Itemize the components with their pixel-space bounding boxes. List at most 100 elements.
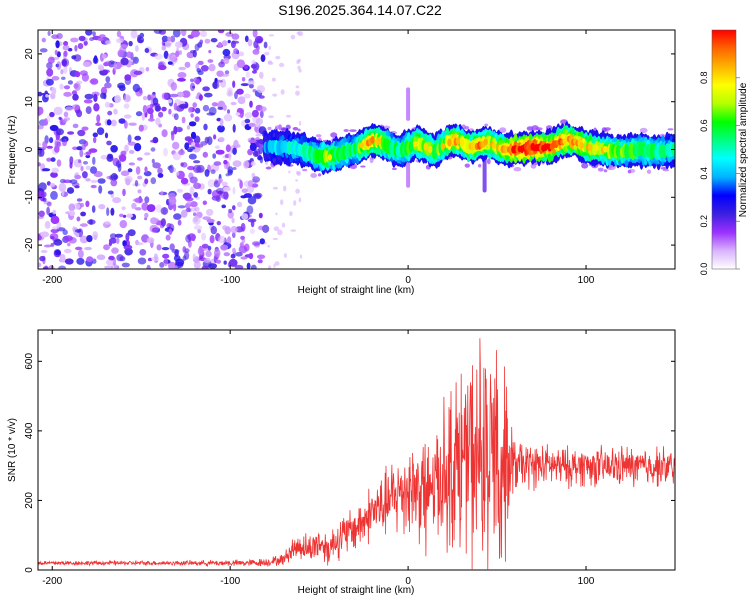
- noise-blob: [150, 147, 156, 152]
- ridge-halo: [499, 127, 507, 133]
- noise-blob: [167, 61, 173, 65]
- noise-blob: [105, 40, 112, 45]
- noise-blob: [71, 55, 77, 60]
- noise-blob: [223, 186, 231, 192]
- noise-blob: [297, 31, 304, 37]
- noise-blob: [248, 139, 257, 143]
- noise-blob: [247, 80, 255, 85]
- colorbar-ticks: 0.0 0.2 0.4 0.6 0.8: [699, 72, 740, 275]
- noise-blob: [246, 186, 255, 194]
- noise-blob: [128, 40, 133, 47]
- noise-blob: [250, 64, 257, 69]
- noise-blob: [134, 180, 139, 187]
- noise-blob: [228, 208, 233, 214]
- noise-blob: [221, 181, 228, 187]
- noise-blob: [175, 171, 180, 176]
- noise-blob: [208, 263, 218, 269]
- noise-blob: [142, 105, 148, 114]
- noise-blob: [176, 188, 183, 193]
- noise-blob: [120, 170, 130, 177]
- noise-blob: [260, 54, 266, 62]
- noise-blob: [273, 263, 276, 268]
- noise-blob: [169, 164, 174, 174]
- noise-blob: [298, 68, 302, 73]
- noise-blob: [76, 216, 81, 222]
- noise-blob: [278, 62, 285, 68]
- noise-blob: [145, 67, 150, 72]
- noise-blob: [56, 159, 62, 167]
- noise-blob: [187, 200, 192, 205]
- noise-blob: [202, 86, 210, 92]
- noise-blob: [82, 61, 91, 67]
- noise-blob: [204, 169, 210, 177]
- noise-blob: [255, 123, 259, 127]
- noise-blob: [206, 218, 215, 223]
- noise-blob: [120, 150, 127, 156]
- noise-blob: [126, 51, 133, 58]
- noise-blob: [195, 78, 201, 85]
- noise-blob: [74, 229, 82, 233]
- noise-blob: [111, 119, 117, 127]
- noise-blob: [275, 55, 281, 60]
- x-tick-label: 100: [578, 275, 595, 286]
- noise-blob: [92, 56, 99, 64]
- noise-blob: [104, 101, 111, 108]
- noise-blob: [172, 30, 181, 38]
- noise-blob: [96, 127, 105, 135]
- x-tick-label: -200: [42, 275, 62, 286]
- noise-blob: [226, 87, 233, 94]
- noise-blob: [150, 177, 157, 185]
- noise-blob: [38, 182, 47, 191]
- snr-x-axis-label: Height of straight line (km): [298, 585, 415, 596]
- noise-blob: [255, 133, 262, 137]
- noise-blob: [195, 142, 200, 148]
- noise-blob: [190, 113, 194, 118]
- ridge-halo: [667, 128, 674, 131]
- noise-blob: [259, 71, 264, 79]
- noise-blob: [252, 176, 260, 183]
- noise-blob: [248, 83, 254, 89]
- noise-blob: [103, 244, 110, 251]
- noise-blob: [80, 165, 84, 172]
- noise-blob: [110, 179, 118, 187]
- noise-blob: [141, 202, 149, 211]
- noise-blob: [234, 91, 238, 100]
- ridge-halo: [275, 125, 281, 129]
- noise-blob: [227, 39, 231, 44]
- noise-blob: [84, 93, 94, 100]
- noise-blob: [72, 146, 78, 151]
- noise-blob: [258, 212, 263, 219]
- noise-blob: [160, 218, 166, 227]
- noise-blob: [120, 57, 129, 66]
- noise-blob: [245, 71, 251, 79]
- ridge-halo: [302, 168, 308, 172]
- noise-blob: [154, 53, 163, 60]
- ridge-mark: [413, 141, 418, 148]
- ridge-halo: [464, 163, 470, 168]
- noise-blob: [240, 222, 246, 232]
- noise-blob: [236, 59, 245, 68]
- ridge-halo: [513, 167, 522, 172]
- noise-blob: [188, 153, 197, 160]
- noise-blob: [161, 35, 169, 42]
- noise-blob: [85, 200, 90, 207]
- noise-blob: [123, 114, 132, 119]
- noise-blob: [59, 83, 64, 90]
- noise-blob: [230, 225, 238, 234]
- noise-blob: [67, 80, 73, 85]
- ridge-mark: [327, 154, 332, 161]
- noise-blob: [38, 162, 41, 167]
- noise-blob: [132, 56, 139, 64]
- noise-blob: [272, 186, 278, 190]
- noise-blob: [207, 245, 212, 251]
- noise-blob: [105, 76, 111, 83]
- ridge-halo: [484, 123, 489, 127]
- noise-blob: [252, 241, 261, 246]
- noise-blob: [67, 131, 75, 135]
- noise-blob: [45, 78, 54, 86]
- noise-blob: [46, 206, 50, 215]
- noise-blob: [60, 69, 64, 75]
- noise-blob: [85, 165, 91, 170]
- noise-blob: [106, 119, 112, 126]
- noise-blob: [280, 199, 284, 206]
